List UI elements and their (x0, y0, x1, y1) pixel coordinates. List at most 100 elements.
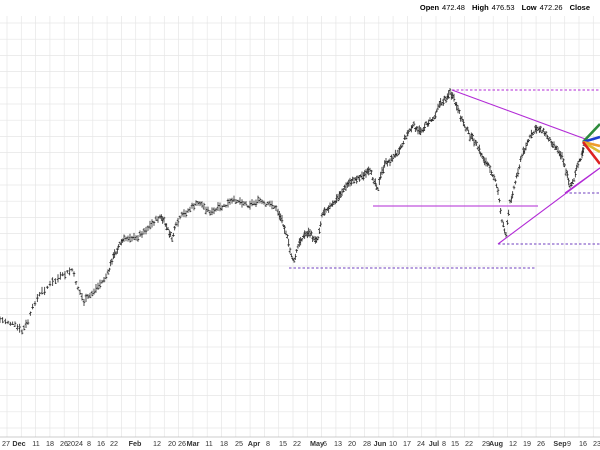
ohlc-bar (467, 129, 470, 135)
x-tick-label: 13 (334, 439, 342, 448)
fan-line (581, 141, 600, 165)
ohlc-bar (543, 131, 546, 136)
ohlc-bar (238, 197, 242, 205)
ohlc-bar (262, 200, 266, 205)
ohlc-bar (20, 329, 24, 335)
ohlc-bar (170, 236, 174, 242)
ohlc-bar (216, 202, 220, 212)
ohlc-bar (371, 177, 374, 181)
x-tick-label: Dec (12, 439, 25, 448)
ohlc-bar (315, 236, 318, 243)
x-tick-label: 17 (403, 439, 411, 448)
ohlc-bar (399, 144, 402, 150)
ohlc-bar (287, 238, 290, 247)
ohlc-bar (184, 210, 188, 218)
ohlc-bar (172, 232, 175, 237)
ohlc-bar (33, 301, 37, 307)
ohlc-bar (108, 267, 111, 272)
ohlc-bar (48, 280, 52, 287)
ohlc-bar (59, 271, 62, 280)
x-tick-label: Jul (429, 439, 439, 448)
chart-grid (0, 16, 600, 438)
x-tick-label: 27 (2, 439, 10, 448)
ohlc-bar (567, 177, 570, 186)
ohlc-bar (214, 207, 218, 212)
x-tick-label: Feb (129, 439, 142, 448)
ohlc-bar (575, 164, 578, 171)
ohlc-bar (13, 321, 17, 328)
x-tick-label: 22 (465, 439, 473, 448)
ohlc-bar (256, 195, 260, 204)
ohlc-bar (494, 178, 497, 182)
ohlc-bar (444, 96, 448, 104)
ohlc-bar (226, 198, 230, 208)
x-tick-label: 22 (293, 439, 301, 448)
ohlc-bar (576, 161, 580, 169)
ohlc-bar (130, 235, 134, 242)
ohlc-bar (510, 195, 513, 203)
ohlc-bar (396, 149, 400, 156)
ohlc-bar (174, 221, 178, 227)
high-label: High (471, 3, 489, 12)
ohlc-bar (26, 319, 30, 325)
ohlc-bar (424, 121, 428, 125)
ohlc-bar (146, 225, 150, 231)
x-axis: 27 Dec 11 18 26 2024 8 16 22 Feb 12 20 26 Mar 11 18 25 Ap… (2, 439, 600, 448)
ohlc-bar (339, 190, 342, 199)
ohlc-bar (280, 215, 284, 224)
ohlc-bar (376, 187, 380, 191)
ohlc-bar (484, 157, 488, 167)
ohlc-bar (18, 323, 21, 333)
ohlc-bar (192, 203, 196, 211)
ohlc-bar (506, 219, 509, 225)
x-tick-label: 6 (323, 439, 327, 448)
ohlc-bar (124, 236, 128, 242)
ohlc-bar (96, 282, 100, 290)
ohlc-bar (415, 126, 418, 131)
ohlc-bar (186, 208, 190, 213)
ohlc-bar (480, 153, 484, 159)
x-tick-label: 19 (523, 439, 531, 448)
ohlc-bar (404, 135, 408, 140)
ohlc-bar (496, 187, 500, 195)
ohlc-bar (11, 321, 14, 325)
x-tick-label: 16 (97, 439, 105, 448)
ohlc-bar (252, 200, 256, 206)
open-label: Open (419, 3, 440, 12)
open-value: 472.48 (442, 3, 465, 12)
ohlc-bar (86, 294, 90, 299)
ohlc-bar (264, 203, 268, 207)
ohlc-bar (299, 237, 302, 246)
ohlc-bar (472, 138, 476, 147)
x-tick-label: 26 (178, 439, 186, 448)
ohlc-bar (294, 253, 297, 260)
ohlc-bar (40, 286, 44, 295)
ohlc-bar (222, 203, 226, 207)
ohlc-bar (432, 115, 436, 120)
ohlc-bar (210, 207, 214, 216)
ohlc-bar (530, 129, 533, 139)
ohlc-bar (388, 158, 392, 167)
ohlc-bar (460, 115, 464, 122)
ohlc-bar (258, 197, 262, 204)
ohlc-bar (531, 132, 534, 136)
ohlc-bar (6, 320, 10, 325)
ohlc-bar (56, 274, 60, 283)
ohlc-bar (430, 119, 433, 123)
ohlc-bar (488, 165, 492, 173)
fan-line (582, 123, 600, 143)
ohlc-bar (180, 211, 184, 217)
ohlc-bar (378, 177, 381, 186)
ohlc-bar (566, 170, 569, 179)
ohlc-bar (524, 142, 528, 151)
ohlc-bar (132, 232, 136, 241)
x-tick-label: 15 (451, 439, 459, 448)
ohlc-bar (274, 205, 278, 211)
ohlc-bar (519, 156, 522, 163)
ohlc-bar (538, 126, 541, 133)
ohlc-bar (411, 124, 414, 129)
ohlc-bar (318, 227, 321, 234)
ohlc-bar (208, 210, 212, 216)
ohlc-bar (326, 207, 329, 211)
